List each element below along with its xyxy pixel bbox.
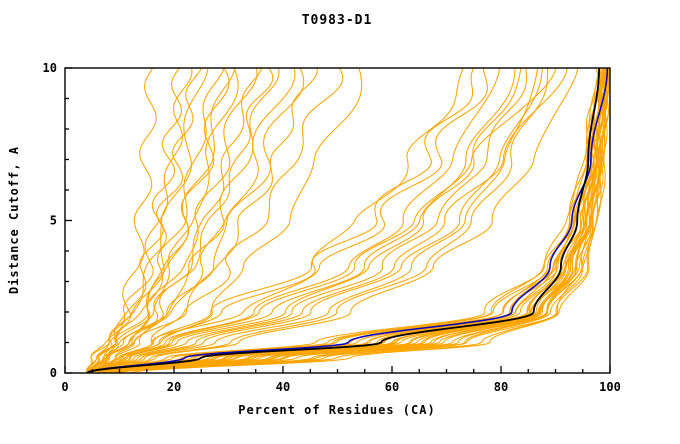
orange-model-curve	[91, 68, 488, 373]
orange-model-curve	[102, 68, 539, 373]
orange-model-curve	[86, 68, 239, 373]
x-tick-label: 80	[494, 380, 508, 394]
x-tick-label: 60	[385, 380, 399, 394]
orange-model-curve	[91, 68, 516, 373]
orange-model-curve	[86, 68, 157, 373]
orange-model-curve	[97, 68, 605, 373]
x-tick-label: 0	[61, 380, 68, 394]
orange-model-curve	[130, 68, 610, 373]
orange-model-curve	[97, 68, 543, 373]
orange-model-curve	[91, 68, 344, 373]
orange-model-curve	[102, 68, 549, 373]
orange-model-curve	[91, 68, 602, 373]
orange-model-curve	[97, 68, 605, 373]
blue-model-curve	[86, 68, 609, 373]
y-tick-label: 10	[43, 61, 57, 75]
orange-model-curve	[91, 68, 557, 373]
orange-model-curve	[86, 68, 274, 373]
orange-model-curve	[86, 68, 258, 373]
orange-model-curve	[91, 68, 501, 373]
x-tick-label: 100	[599, 380, 621, 394]
orange-model-curve	[91, 68, 475, 373]
orange-model-curve	[97, 68, 568, 373]
orange-model-curve	[97, 68, 363, 373]
black-model-curve	[86, 68, 600, 373]
chart-title: T0983-D1	[302, 13, 373, 28]
ticks-layer: 0 20 40 60 80 100 0 5 10	[43, 61, 621, 394]
orange-model-curve	[97, 68, 522, 373]
y-axis-label: Distance Cutoff, A	[7, 146, 21, 294]
orange-model-curve	[91, 68, 305, 373]
orange-model-curve	[91, 68, 604, 373]
x-axis-label: Percent of Residues (CA)	[238, 403, 435, 417]
y-tick-label: 5	[50, 214, 57, 228]
orange-model-curve	[91, 68, 599, 373]
orange-model-curve	[86, 68, 230, 373]
orange-model-curve	[97, 68, 527, 373]
x-tick-label: 40	[276, 380, 290, 394]
orange-model-curve	[102, 68, 579, 373]
orange-model-curve	[85, 68, 193, 373]
orange-model-curve	[97, 68, 605, 373]
orange-model-curve	[86, 68, 202, 373]
orange-model-curve	[102, 68, 609, 373]
orange-model-curve	[91, 68, 464, 373]
orange-model-curve	[108, 68, 608, 373]
x-tick-label: 20	[167, 380, 181, 394]
y-tick-label: 0	[50, 366, 57, 380]
curves-layer	[85, 68, 610, 373]
